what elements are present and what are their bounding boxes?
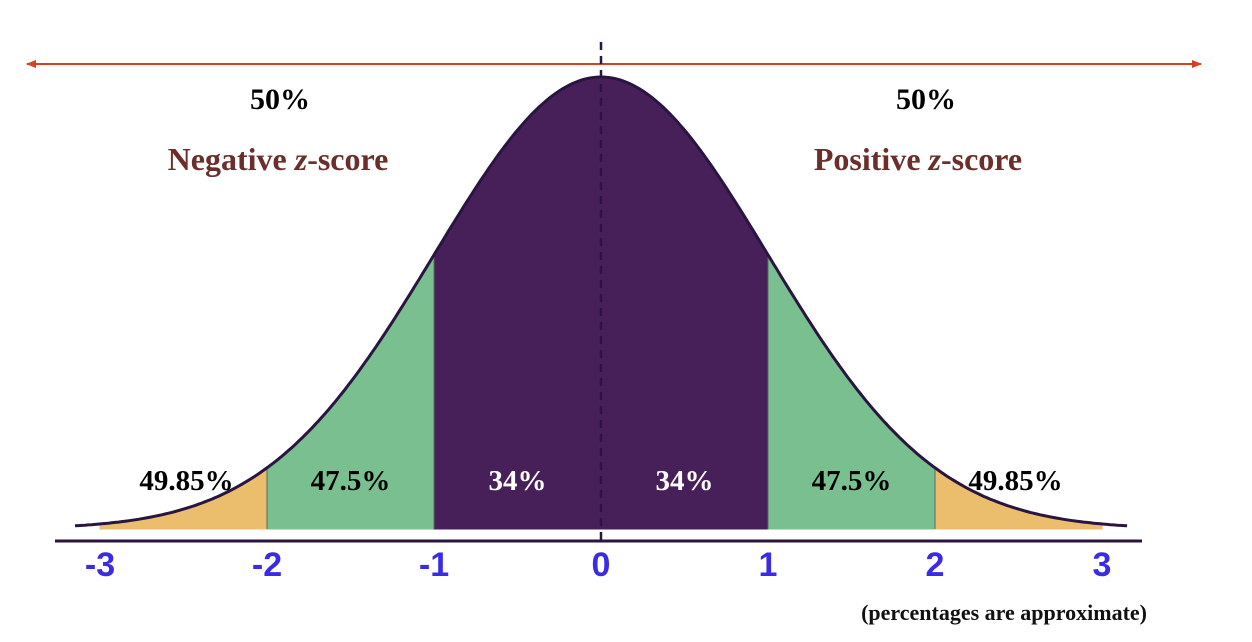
region-label-2: 34% xyxy=(489,465,547,497)
negative-z-score-title: Negative z-score xyxy=(168,141,389,177)
tick-label-0: -3 xyxy=(85,546,115,584)
positive-title-z: z xyxy=(928,141,942,177)
approximation-footnote: (percentages are approximate) xyxy=(861,600,1147,625)
positive-z-score-title: Positive z-score xyxy=(814,141,1022,177)
z-tick-labels: -3 -2 -1 0 1 2 3 xyxy=(85,546,1112,584)
tick-label-2: -1 xyxy=(419,546,449,584)
tick-label-6: 3 xyxy=(1093,546,1112,584)
region-3 xyxy=(600,76,769,530)
region-label-0: 49.85% xyxy=(139,465,233,497)
negative-title-z: z xyxy=(294,141,308,177)
region-labels: 49.85% 47.5% 34% 34% 47.5% 49.85% xyxy=(139,465,1062,497)
right-half-percent: 50% xyxy=(896,83,956,116)
negative-title-suffix: -score xyxy=(307,141,388,177)
tick-label-4: 1 xyxy=(759,546,778,584)
left-half-percent: 50% xyxy=(250,83,310,116)
tick-label-1: -2 xyxy=(252,546,282,584)
region-label-4: 47.5% xyxy=(812,465,892,497)
tick-label-5: 2 xyxy=(926,546,945,584)
region-label-3: 34% xyxy=(656,465,714,497)
positive-title-prefix: Positive xyxy=(814,141,929,177)
positive-title-suffix: -score xyxy=(941,141,1022,177)
region-label-5: 49.85% xyxy=(968,465,1062,497)
negative-title-prefix: Negative xyxy=(168,141,295,177)
region-2 xyxy=(433,76,602,530)
region-label-1: 47.5% xyxy=(311,465,391,497)
tick-label-3: 0 xyxy=(592,546,611,584)
